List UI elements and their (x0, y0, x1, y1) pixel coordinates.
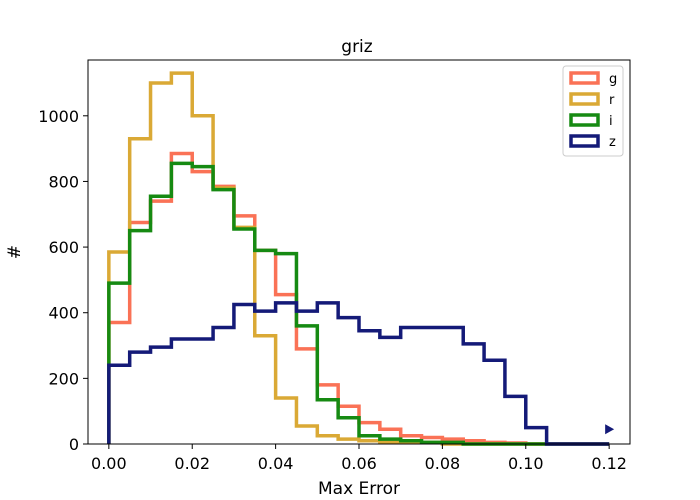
y-tick-label: 600 (48, 238, 79, 257)
y-tick-label: 0 (69, 435, 79, 454)
legend-label-z: z (609, 135, 616, 150)
x-tick-label: 0.08 (425, 454, 461, 473)
series-i-histogram (107, 161, 610, 446)
legend-label-i: i (609, 114, 613, 129)
marker-layer (605, 424, 615, 435)
series-g-histogram (107, 151, 610, 446)
plot-frame (87, 59, 631, 445)
chart-title: griz (341, 37, 373, 57)
legend-label-g: g (609, 72, 617, 87)
x-axis-ticks: 0.00 0.02 0.04 0.06 0.08 0.10 0.12 (91, 444, 627, 473)
x-tick-label: 0.10 (508, 454, 544, 473)
y-tick-label: 400 (48, 304, 79, 323)
series-r-histogram (107, 71, 610, 446)
y-tick-label: 200 (48, 369, 79, 388)
legend-swatch-i (569, 113, 600, 127)
x-tick-label: 0.06 (341, 454, 377, 473)
legend-box (562, 65, 624, 157)
legend-swatch-g (569, 71, 600, 85)
series-z-histogram (107, 301, 610, 446)
legend-swatch-r (569, 92, 600, 106)
x-axis-label: Max Error (318, 479, 400, 499)
overflow-marker (605, 424, 615, 435)
x-tick-label: 0.00 (91, 454, 127, 473)
legend-label-r: r (609, 93, 615, 108)
series-layer (107, 71, 610, 446)
x-tick-label: 0.04 (258, 454, 294, 473)
y-tick-label: 1000 (38, 107, 79, 126)
legend-swatch-z (569, 134, 600, 148)
y-tick-label: 800 (48, 172, 79, 191)
legend-entries: griz (569, 71, 617, 150)
y-axis-label: # (5, 245, 25, 259)
x-tick-label: 0.02 (174, 454, 210, 473)
y-axis-ticks: 0 200 400 600 800 1000 (38, 107, 88, 454)
x-tick-label: 0.12 (591, 454, 627, 473)
legend: griz (562, 65, 624, 157)
